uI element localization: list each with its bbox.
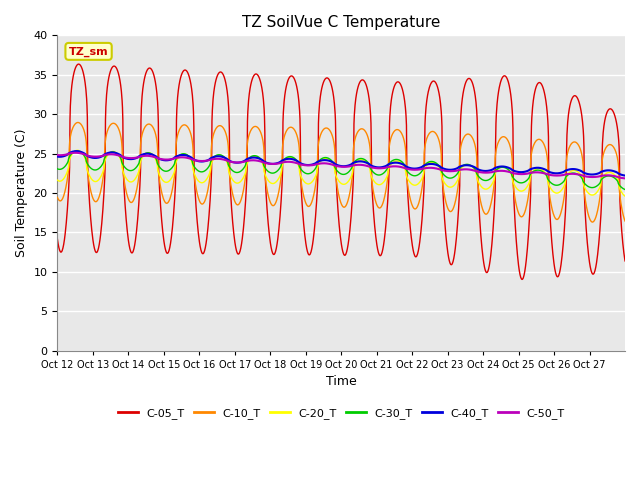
- C-40_T: [143, 151, 150, 156]
- C-30_T: [559, 180, 566, 186]
- C-30_T: [316, 157, 324, 163]
- C-40_T: [614, 170, 622, 176]
- C-20_T: [74, 147, 81, 153]
- X-axis label: Time: Time: [326, 375, 356, 388]
- C-10_T: [476, 192, 483, 197]
- C-10_T: [316, 134, 324, 140]
- C-05_T: [559, 245, 566, 251]
- C-05_T: [476, 210, 483, 216]
- C-50_T: [476, 169, 483, 175]
- C-50_T: [621, 176, 629, 181]
- C-50_T: [54, 152, 61, 158]
- C-05_T: [621, 258, 629, 264]
- C-10_T: [621, 218, 629, 224]
- C-40_T: [476, 167, 483, 173]
- C-20_T: [614, 178, 622, 184]
- C-05_T: [316, 97, 324, 103]
- C-30_T: [476, 174, 483, 180]
- C-10_T: [327, 129, 335, 135]
- C-05_T: [614, 133, 622, 139]
- C-30_T: [54, 166, 61, 172]
- C-40_T: [316, 158, 324, 164]
- C-30_T: [73, 148, 81, 154]
- C-20_T: [327, 158, 335, 164]
- C-20_T: [476, 181, 483, 187]
- Line: C-50_T: C-50_T: [58, 153, 625, 179]
- C-40_T: [73, 148, 81, 154]
- C-50_T: [72, 150, 79, 156]
- C-10_T: [614, 161, 622, 167]
- C-50_T: [559, 172, 566, 178]
- C-40_T: [621, 173, 629, 179]
- C-20_T: [143, 150, 150, 156]
- C-50_T: [316, 161, 324, 167]
- Line: C-10_T: C-10_T: [58, 122, 625, 222]
- C-40_T: [559, 169, 566, 175]
- Line: C-05_T: C-05_T: [58, 64, 625, 279]
- Title: TZ SoilVue C Temperature: TZ SoilVue C Temperature: [242, 15, 440, 30]
- Legend: C-05_T, C-10_T, C-20_T, C-30_T, C-40_T, C-50_T: C-05_T, C-10_T, C-20_T, C-30_T, C-40_T, …: [113, 404, 569, 423]
- C-10_T: [74, 120, 81, 125]
- C-20_T: [54, 177, 61, 183]
- Y-axis label: Soil Temperature (C): Soil Temperature (C): [15, 129, 28, 257]
- Line: C-30_T: C-30_T: [58, 151, 625, 190]
- C-10_T: [54, 194, 61, 200]
- C-20_T: [559, 186, 566, 192]
- Line: C-40_T: C-40_T: [58, 151, 625, 176]
- C-40_T: [327, 158, 335, 164]
- C-05_T: [327, 80, 335, 86]
- Line: C-20_T: C-20_T: [58, 150, 625, 196]
- C-05_T: [143, 69, 150, 74]
- C-20_T: [621, 193, 629, 199]
- C-50_T: [327, 161, 335, 167]
- C-50_T: [143, 153, 150, 159]
- C-05_T: [518, 276, 526, 282]
- C-30_T: [614, 179, 622, 185]
- C-10_T: [559, 204, 566, 209]
- C-40_T: [54, 154, 61, 159]
- C-30_T: [143, 150, 150, 156]
- C-10_T: [589, 219, 596, 225]
- C-20_T: [316, 159, 324, 165]
- C-05_T: [75, 61, 83, 67]
- C-05_T: [54, 236, 61, 242]
- C-30_T: [327, 157, 335, 163]
- Text: TZ_sm: TZ_sm: [68, 46, 108, 57]
- C-50_T: [614, 174, 622, 180]
- C-30_T: [621, 187, 629, 192]
- C-10_T: [143, 122, 150, 128]
